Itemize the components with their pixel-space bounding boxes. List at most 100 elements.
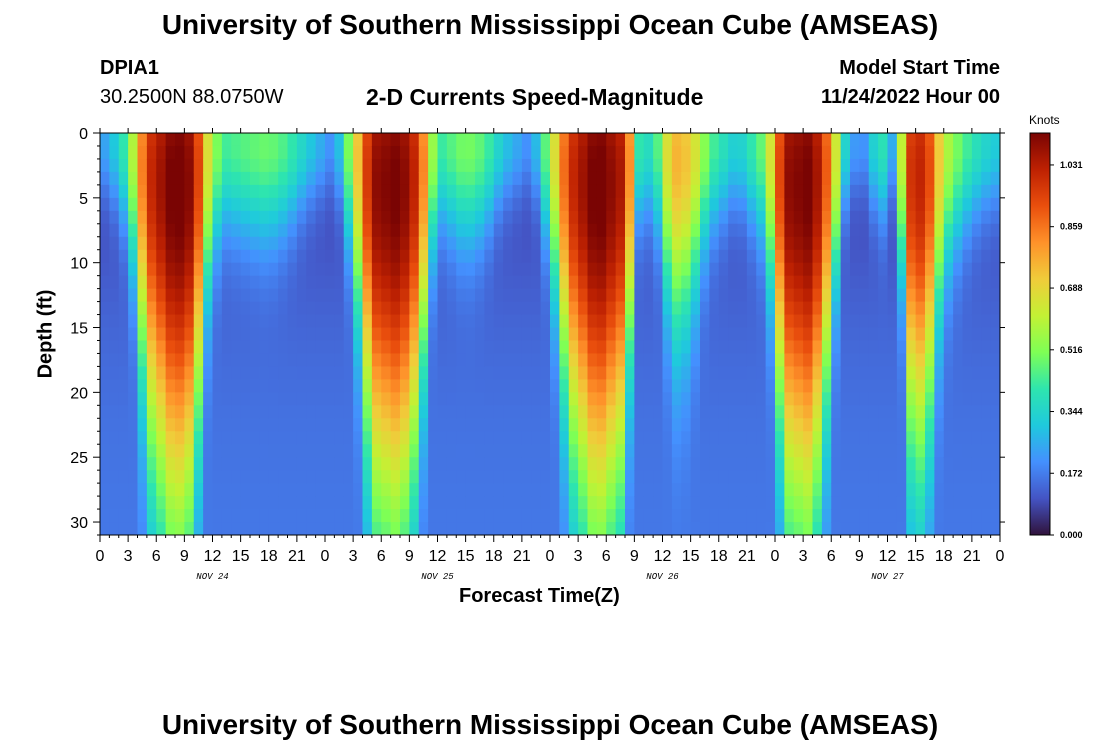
heatmap-cell — [456, 392, 467, 406]
heatmap-cell — [446, 158, 457, 173]
heatmap-cell — [765, 483, 776, 497]
heatmap-cell — [493, 496, 504, 510]
heatmap-cell — [428, 509, 439, 523]
heatmap-cell — [746, 158, 757, 173]
heatmap-cell — [906, 470, 917, 484]
heatmap-cell — [456, 431, 467, 445]
heatmap-cell — [465, 379, 476, 393]
heatmap-cell — [465, 444, 476, 458]
heatmap-cell — [915, 444, 926, 458]
heatmap-cell — [615, 210, 626, 225]
heatmap-cell — [962, 444, 973, 458]
heatmap-cell — [878, 431, 889, 445]
heatmap-cell — [718, 249, 729, 264]
heatmap-cell — [784, 379, 795, 393]
heatmap-cell — [418, 236, 429, 251]
heatmap-cell — [868, 184, 879, 199]
heatmap-cell — [906, 418, 917, 432]
heatmap-cell — [718, 470, 729, 484]
heatmap-cell — [503, 444, 514, 458]
heatmap-cell — [268, 522, 279, 535]
heatmap-cell — [596, 418, 607, 432]
heatmap-cell — [484, 314, 495, 329]
heatmap-cell — [896, 145, 907, 160]
heatmap-cell — [503, 327, 514, 342]
heatmap-cell — [315, 158, 326, 173]
heatmap-cell — [437, 249, 448, 264]
heatmap-cell — [915, 223, 926, 238]
heatmap-cell — [906, 236, 917, 251]
heatmap-cell — [343, 327, 354, 342]
heatmap-cell — [550, 249, 560, 264]
heatmap-cell — [981, 470, 992, 484]
heatmap-cell — [334, 145, 345, 160]
heatmap-cell — [812, 457, 823, 471]
heatmap-cell — [925, 249, 935, 264]
heatmap-cell — [887, 197, 898, 212]
heatmap-cell — [681, 249, 692, 264]
heatmap-cell — [221, 366, 232, 380]
heatmap-cell — [100, 522, 110, 535]
heatmap-cell — [606, 197, 617, 212]
heatmap-cell — [803, 496, 814, 510]
heatmap-cell — [596, 431, 607, 445]
colorbar-tick-label: 0.000 — [1060, 530, 1083, 540]
heatmap-cell — [943, 457, 954, 471]
heatmap-cell — [915, 197, 926, 212]
heatmap-cell — [784, 145, 795, 160]
heatmap-cell — [868, 171, 879, 186]
heatmap-cell — [784, 236, 795, 251]
x-tick-label: 3 — [124, 548, 133, 565]
heatmap-cell — [203, 223, 214, 238]
heatmap-cell — [137, 262, 148, 277]
heatmap-cell — [231, 431, 242, 445]
heatmap-cell — [737, 418, 748, 432]
heatmap-cell — [437, 288, 448, 303]
heatmap-cell — [512, 171, 523, 186]
heatmap-cell — [343, 483, 354, 497]
heatmap-cell — [353, 288, 364, 303]
heatmap-cell — [325, 509, 335, 523]
heatmap-cell — [803, 314, 814, 329]
heatmap-cell — [400, 327, 410, 342]
heatmap-cell — [596, 301, 607, 316]
heatmap-cell — [681, 483, 692, 497]
heatmap-cell — [137, 275, 148, 290]
heatmap-cell — [821, 301, 832, 316]
heatmap-cell — [925, 457, 935, 471]
heatmap-cell — [662, 327, 673, 342]
heatmap-cell — [812, 249, 823, 264]
heatmap-cell — [728, 249, 739, 264]
heatmap-cell — [184, 145, 195, 160]
heatmap-cell — [690, 171, 701, 186]
heatmap-cell — [550, 405, 560, 419]
heatmap-cell — [915, 327, 926, 342]
heatmap-cell — [662, 418, 673, 432]
heatmap-cell — [906, 509, 917, 523]
heatmap-cell — [296, 158, 307, 173]
heatmap-cell — [850, 522, 860, 535]
heatmap-cell — [737, 249, 748, 264]
heatmap-cell — [493, 509, 504, 523]
heatmap-cell — [681, 314, 692, 329]
heatmap-cell — [512, 288, 523, 303]
heatmap-cell — [109, 236, 120, 251]
heatmap-cell — [859, 353, 870, 368]
heatmap-cell — [381, 171, 392, 186]
heatmap-cell — [746, 275, 757, 290]
heatmap-cell — [803, 301, 814, 316]
heatmap-cell — [568, 210, 579, 225]
heatmap-cell — [437, 340, 448, 355]
heatmap-cell — [531, 522, 542, 535]
heatmap-cell — [681, 457, 692, 471]
heatmap-cell — [925, 314, 935, 329]
heatmap-cell — [240, 405, 251, 419]
heatmap-cell — [409, 470, 420, 484]
heatmap-cell — [559, 340, 570, 355]
heatmap-cell — [728, 145, 739, 160]
heatmap-cell — [100, 470, 110, 484]
heatmap-cell — [671, 184, 682, 199]
heatmap-cell — [193, 327, 204, 342]
heatmap-cell — [259, 444, 270, 458]
heatmap-cell — [118, 275, 129, 290]
